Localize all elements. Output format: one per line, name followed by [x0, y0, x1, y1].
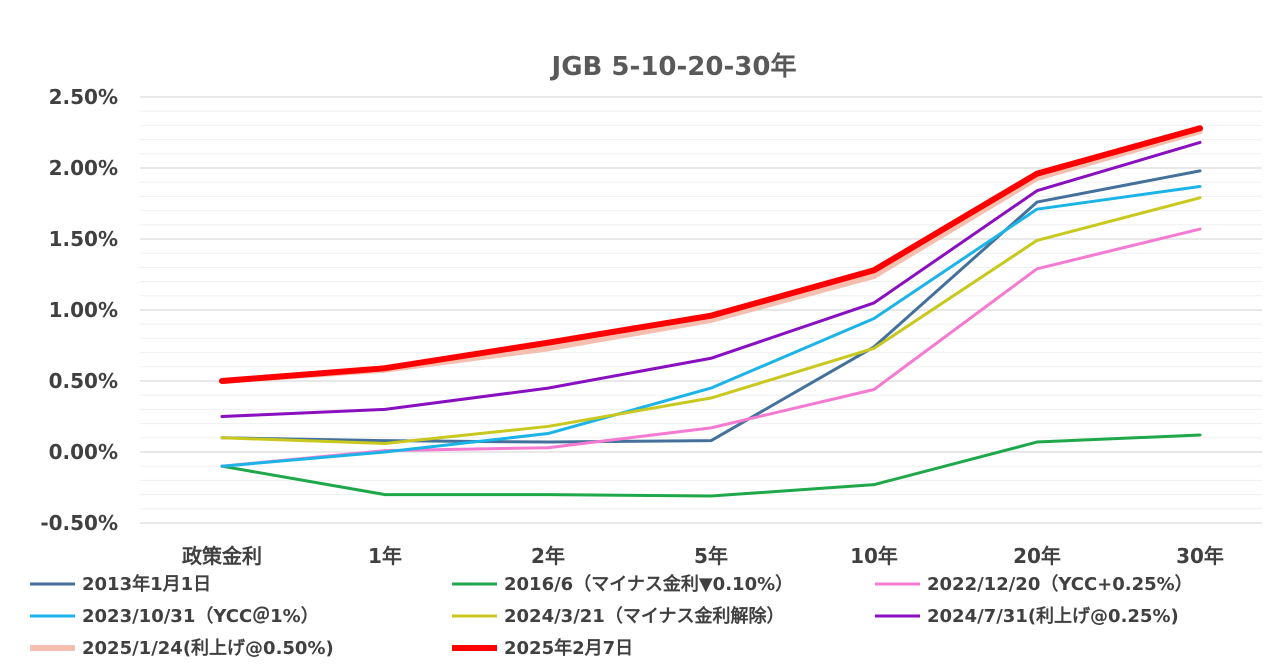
- legend-label: 2025年2月7日: [504, 637, 633, 659]
- legend-label: 2024/7/31(利上げ@0.25%): [927, 605, 1179, 627]
- series-line-8: [219, 125, 1203, 384]
- legend-label: 2025/1/24(利上げ@0.50%): [82, 637, 334, 659]
- series-line-4: [220, 184, 1202, 468]
- y-tick-label: 2.00%: [49, 156, 118, 180]
- legend-label: 2016/6（マイナス金利▼0.10%）: [504, 573, 793, 595]
- legend-label: 2022/12/20（YCC+0.25%）: [927, 574, 1193, 595]
- legend-item: 2022/12/20（YCC+0.25%）: [875, 574, 1193, 595]
- legend-item: 2025年2月7日: [452, 637, 633, 659]
- y-tick-label: 1.50%: [49, 227, 118, 251]
- grid: [140, 96, 1262, 524]
- y-tick-label: -0.50%: [40, 511, 118, 535]
- chart-title: JGB 5-10-20-30年: [550, 51, 797, 82]
- legend-item: 2024/7/31(利上げ@0.25%): [875, 605, 1179, 627]
- x-tick-label: 20年: [1013, 544, 1061, 568]
- legend-item: 2025/1/24(利上げ@0.50%): [30, 637, 334, 659]
- legend-item: 2023/10/31（YCC＠1%）: [30, 606, 319, 627]
- y-tick-label: 0.00%: [49, 440, 118, 464]
- x-tick-label: 1年: [368, 544, 402, 568]
- legend-item: 2016/6（マイナス金利▼0.10%）: [452, 573, 793, 595]
- y-axis-ticks: 2.50% 2.00% 1.50% 1.00% 0.50% 0.00% -0.50%: [40, 85, 118, 535]
- legend-label: 2013年1月1日: [82, 573, 211, 595]
- series-line-1: [220, 169, 1202, 444]
- legend-label: 2023/10/31（YCC＠1%）: [82, 606, 319, 627]
- series-lines: [219, 125, 1203, 498]
- legend-item: 2024/3/21（マイナス金利解除）: [452, 605, 784, 627]
- x-axis-ticks: 政策金利 1年 2年 5年 10年 20年 30年: [182, 544, 1224, 568]
- series-line-2: [220, 433, 1202, 498]
- x-tick-label: 30年: [1176, 544, 1224, 568]
- y-tick-label: 2.50%: [49, 85, 118, 109]
- series-line-3: [220, 227, 1202, 468]
- x-tick-label: 政策金利: [182, 544, 262, 568]
- x-tick-label: 2年: [531, 544, 565, 568]
- series-line-6: [220, 140, 1202, 418]
- y-tick-label: 0.50%: [49, 369, 118, 393]
- legend-item: 2013年1月1日: [30, 573, 211, 595]
- legend-label: 2024/3/21（マイナス金利解除）: [504, 605, 784, 627]
- series-line-5: [220, 196, 1202, 445]
- x-tick-label: 10年: [850, 544, 898, 568]
- x-tick-label: 5年: [694, 544, 728, 568]
- y-tick-label: 1.00%: [49, 298, 118, 322]
- legend: 2013年1月1日 2016/6（マイナス金利▼0.10%） 2022/12/20（…: [30, 573, 1193, 659]
